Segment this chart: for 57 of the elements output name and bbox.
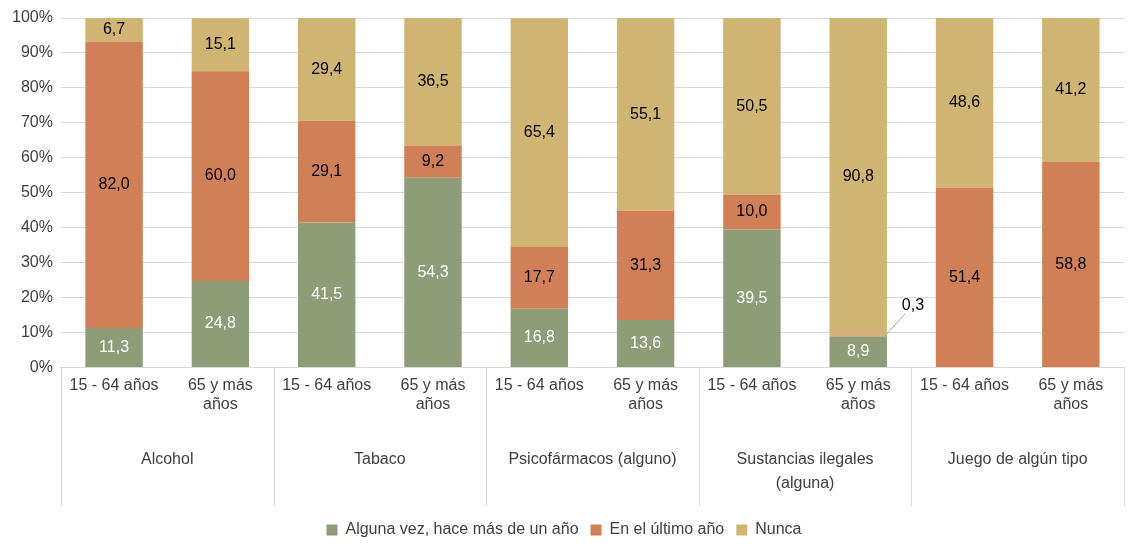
data-label: 60,0 [204,166,237,184]
data-label: 58,8 [1055,254,1087,272]
text: Sustancias ilegales (alguna) [736,450,874,492]
data-label: 41,5 [311,285,343,303]
y-tick-label: 50% [20,183,53,201]
data-label: 39,5 [736,288,768,306]
x-tick-label: 65 y más años [825,375,891,412]
data-label: 6,7 [102,20,126,38]
text: Tabaco [354,450,406,468]
x-tick-label: 15 - 64 años [494,375,584,393]
text: Alcohol [140,450,194,468]
legend-label: Nunca [755,520,802,538]
data-label: 82,0 [98,175,130,193]
x-tick-label: 15 - 64 años [707,375,797,393]
x-tick-label: 15 - 64 años [920,375,1010,393]
data-label: 36,5 [417,72,449,90]
legend-label: En el último año [609,520,725,538]
x-tick-label: 65 y más años [613,375,679,412]
data-label: 29,1 [311,162,343,180]
x-tick-label: 65 y más años [1038,375,1104,412]
x-tick-label: 15 - 64 años [69,375,159,393]
data-label: 50,5 [736,96,768,114]
data-label: 55,1 [630,104,662,122]
text: Juego de algún tipo [947,450,1088,468]
data-label: 24,8 [204,314,237,332]
data-label: 65,4 [523,123,555,141]
y-tick-label: 30% [20,253,53,271]
data-label: 11,3 [99,338,130,355]
y-tick-label: 10% [20,323,53,341]
data-label: 17,7 [523,268,555,286]
data-label: 48,6 [948,93,981,111]
data-label: 31,3 [630,255,662,273]
x-tick-label: 65 y más años [187,375,253,412]
y-tick-label: 40% [20,218,53,236]
y-tick-label: 90% [20,43,53,61]
y-tick-label: 70% [20,113,53,131]
data-label: 8,9 [847,342,870,360]
legend-label: Alguna vez, hace más de un año [345,520,579,538]
data-label: 10,0 [736,202,768,220]
y-tick-label: 0% [29,358,53,376]
data-label: 15,1 [204,35,237,53]
y-tick-label: 80% [20,78,53,96]
data-label: 29,4 [311,59,343,77]
y-tick-label: 100% [12,8,53,26]
data-label: 51,4 [948,267,981,285]
x-tick-label: 15 - 64 años [282,375,372,393]
data-label: 16,8 [523,328,555,346]
y-tick-label: 60% [20,148,53,166]
data-label: 0,3 [901,296,925,314]
data-label: 90,8 [842,167,874,185]
data-label: 54,3 [417,262,449,280]
data-label: 9,2 [421,152,445,170]
data-label: 41,2 [1055,80,1087,98]
data-label: 13,6 [630,333,662,351]
text: Psicofármacos (alguno) [508,450,677,468]
x-tick-label: 65 y más años [400,375,466,412]
y-tick-label: 20% [20,288,53,306]
